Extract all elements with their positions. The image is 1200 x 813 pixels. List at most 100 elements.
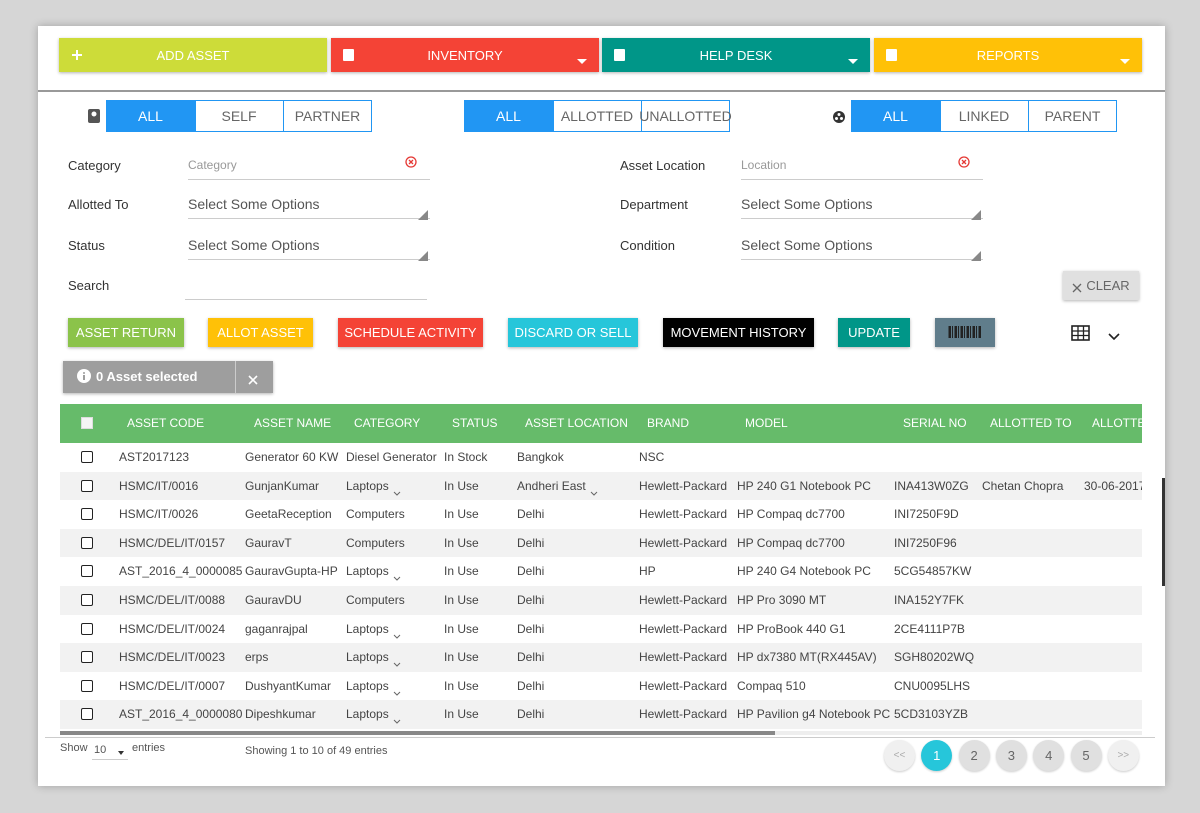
- nav-icon-svg: [343, 49, 354, 61]
- caret: [848, 53, 858, 64]
- table-row[interactable]: HSMC/IT/0016 GunjanKumar Laptops In Use Andh…: [60, 471, 1142, 501]
- cell: Chetan Chopra: [982, 478, 1064, 493]
- page-button[interactable]: 3: [995, 740, 1027, 771]
- dismiss-icon[interactable]: [248, 372, 258, 385]
- action-label: MOVEMENT HISTORY: [670, 325, 807, 340]
- filter-input[interactable]: Select Some Options: [741, 232, 983, 261]
- checkbox[interactable]: [81, 651, 93, 664]
- action-button[interactable]: ASSET RETURN: [68, 318, 184, 347]
- select-corner: [418, 207, 428, 220]
- barcode-button[interactable]: [935, 318, 995, 347]
- table-row[interactable]: HSMC/IT/0026 GeetaReception Computers In Us…: [60, 500, 1142, 529]
- cell: Laptops: [346, 621, 389, 636]
- toggle-button[interactable]: PARTNER: [283, 100, 372, 132]
- nav-button[interactable]: REPORTS: [874, 38, 1142, 72]
- checkbox[interactable]: [81, 536, 93, 549]
- cell: Dipeshkumar: [245, 707, 316, 722]
- filter-input[interactable]: [185, 272, 427, 300]
- checkbox[interactable]: [81, 417, 93, 429]
- checkbox[interactable]: [81, 708, 93, 721]
- nav-icon-svg: [886, 49, 897, 61]
- action-button[interactable]: MOVEMENT HISTORY: [663, 318, 814, 347]
- toggle-label: PARENT: [1044, 108, 1101, 124]
- action-label: ALLOT ASSET: [217, 325, 304, 340]
- select-corner-svg: [971, 210, 981, 220]
- cell: Bangkok: [517, 450, 564, 464]
- action-button[interactable]: DISCARD OR SELL: [508, 318, 638, 347]
- page-button[interactable]: 2: [958, 740, 990, 771]
- contact-icon-svg: [88, 109, 100, 123]
- cell: HP dx7380 MT(RX445AV): [737, 650, 877, 665]
- page-button[interactable]: 1: [921, 740, 953, 771]
- checkbox[interactable]: [81, 451, 93, 463]
- checkbox[interactable]: [81, 508, 93, 521]
- toggle-button[interactable]: PARENT: [1028, 100, 1117, 132]
- dropdown-caret: [590, 484, 598, 496]
- info-icon: [77, 369, 91, 383]
- checkbox[interactable]: [81, 565, 93, 578]
- toggle-button[interactable]: ALLOTTED: [552, 100, 642, 132]
- cell: INA413W0ZG: [894, 478, 969, 493]
- checkbox[interactable]: [81, 594, 93, 606]
- dropdown-caret-svg: [393, 720, 401, 725]
- filter-label: Allotted To: [68, 197, 129, 212]
- clear-button[interactable]: CLEAR: [1063, 271, 1139, 300]
- filter-input[interactable]: Category: [188, 152, 430, 180]
- cell: Hewlett-Packard: [639, 478, 728, 493]
- select-corner: [971, 248, 981, 261]
- checkbox[interactable]: [81, 622, 93, 635]
- page-label: 1: [933, 748, 941, 763]
- entries-label: entries: [132, 742, 166, 754]
- checkbox[interactable]: [81, 479, 93, 492]
- show-label: Show: [60, 742, 88, 754]
- cell: HP: [639, 564, 656, 579]
- action-button[interactable]: UPDATE: [838, 318, 910, 347]
- toggle-button[interactable]: LINKED: [939, 100, 1029, 132]
- page-label: 2: [970, 748, 978, 763]
- toggle-button[interactable]: SELF: [194, 100, 284, 132]
- page-button[interactable]: 4: [1033, 740, 1065, 771]
- dropdown-caret: [393, 484, 401, 496]
- page-button[interactable]: <<: [884, 740, 915, 771]
- caret-svg: [1120, 59, 1130, 64]
- nav-label: REPORTS: [976, 47, 1040, 63]
- filter-input[interactable]: Select Some Options: [188, 191, 430, 220]
- toggle-button[interactable]: ALL: [851, 100, 940, 132]
- filter-input[interactable]: Location: [741, 152, 983, 180]
- action-button[interactable]: ALLOT ASSET: [208, 318, 313, 347]
- toggle-button[interactable]: ALL: [106, 100, 195, 132]
- table-row[interactable]: HSMC/DEL/IT/0024 gaganrajpal Laptops In Use…: [60, 614, 1142, 644]
- table-row[interactable]: HSMC/DEL/IT/0157 GauravT Computers In Use De…: [60, 528, 1142, 558]
- table-row[interactable]: HSMC/DEL/IT/0088 GauravDU Computers In Use D…: [60, 586, 1142, 615]
- nav-icon-svg: [614, 49, 625, 61]
- table-row[interactable]: AST2017123 Generator 60 KW Diesel Generato…: [60, 443, 1142, 472]
- plus-icon-svg: [72, 50, 82, 60]
- page-size-select[interactable]: 10: [92, 742, 128, 760]
- cell: Laptops: [346, 650, 389, 665]
- nav-button[interactable]: INVENTORY: [331, 38, 599, 72]
- column-header: ALLOTTED: [1092, 416, 1142, 430]
- toggle-button[interactable]: ALL: [464, 100, 553, 132]
- page-button[interactable]: 5: [1070, 740, 1102, 771]
- clear-icon: [405, 155, 417, 168]
- action-button[interactable]: SCHEDULE ACTIVITY: [338, 318, 483, 347]
- x-icon-svg: [1072, 283, 1082, 292]
- table-row[interactable]: HSMC/DEL/IT/0023 erps Laptops In Use Delhi He…: [60, 643, 1142, 672]
- filter-input[interactable]: Select Some Options: [741, 191, 983, 220]
- table-row[interactable]: AST_2016_4_0000080 Dipeshkumar Laptops In U…: [60, 700, 1142, 729]
- dropdown-caret-svg: [393, 577, 401, 582]
- nav-button[interactable]: HELP DESK: [602, 38, 870, 72]
- clear-label: CLEAR: [1086, 278, 1130, 293]
- nav-button[interactable]: ADD ASSET: [59, 38, 327, 72]
- column-header: BRAND: [647, 416, 690, 430]
- page-button[interactable]: >>: [1107, 740, 1139, 771]
- cell: HSMC/DEL/IT/0024: [119, 621, 226, 636]
- table-row[interactable]: AST_2016_4_0000085 GauravGupta-HP Laptops I…: [60, 557, 1142, 586]
- placeholder: Select Some Options: [188, 237, 320, 253]
- toggle-button[interactable]: UNALLOTTED: [639, 100, 732, 132]
- table-row[interactable]: HSMC/DEL/IT/0007 DushyantKumar Laptops In U…: [60, 671, 1142, 701]
- cell: Hewlett-Packard: [639, 507, 728, 522]
- filter-input[interactable]: Select Some Options: [188, 232, 430, 261]
- checkbox[interactable]: [81, 679, 93, 692]
